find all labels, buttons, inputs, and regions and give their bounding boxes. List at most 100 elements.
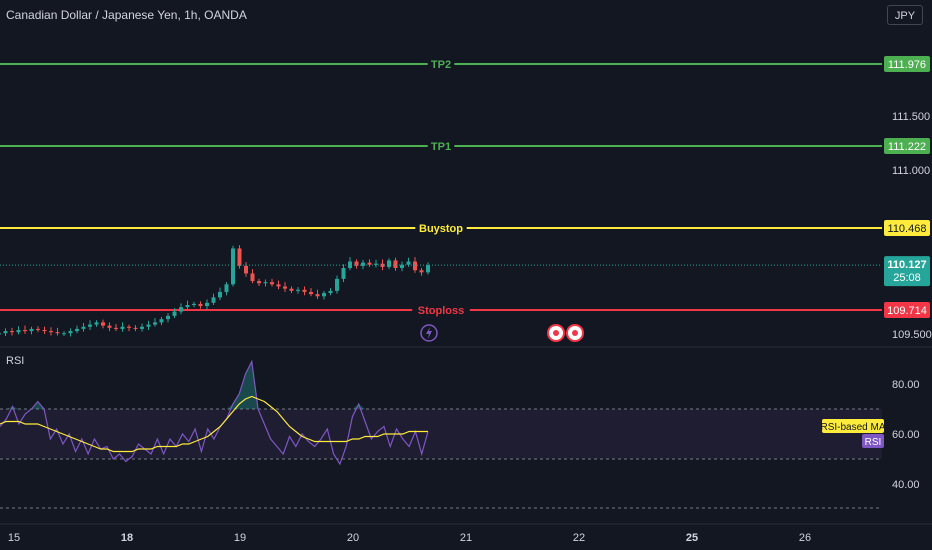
- rsi-panel-title: RSI: [6, 355, 25, 367]
- candle-body: [374, 263, 378, 265]
- rsi-badge: [862, 434, 884, 448]
- candle-body: [426, 265, 430, 273]
- level-label-tp2: TP2: [431, 59, 451, 71]
- level-label-buystop: Buystop: [419, 223, 463, 235]
- candle-body: [224, 284, 229, 292]
- candle-body: [153, 322, 157, 325]
- level-price-label: 110.468: [888, 223, 927, 235]
- rsi-label: RSI: [865, 437, 882, 448]
- x-axis-label: 26: [799, 532, 811, 544]
- candle-body: [289, 288, 294, 291]
- x-axis-label: 22: [573, 532, 585, 544]
- x-axis-label: 19: [234, 532, 246, 544]
- currency-button[interactable]: JPY: [887, 5, 923, 25]
- candle-body: [315, 294, 320, 297]
- candle-body: [62, 333, 66, 335]
- lightning-event-icon[interactable]: [420, 324, 438, 342]
- candle-body: [406, 261, 411, 265]
- rsi-ma-line: [0, 395, 428, 453]
- candle-body: [198, 303, 203, 307]
- candle-body: [146, 324, 151, 327]
- candle-body: [159, 319, 164, 323]
- event-dot-icon: [553, 330, 559, 336]
- candle-body: [387, 260, 391, 267]
- candle-body: [16, 330, 21, 333]
- candle-body: [328, 290, 333, 294]
- x-axis-label: 15: [8, 532, 20, 544]
- rsi-line: [0, 359, 429, 466]
- candle-body: [23, 330, 27, 332]
- candle-body: [237, 248, 242, 266]
- candle-body: [380, 263, 385, 267]
- level-price-badge: [884, 302, 930, 318]
- level-price-label: 111.222: [888, 141, 926, 153]
- level-label-stoploss: Stoploss: [418, 305, 464, 317]
- candle-body: [192, 303, 196, 305]
- rsi-axis-tick: 80.00: [892, 379, 920, 391]
- candle-body: [361, 262, 365, 266]
- level-price-badge: [884, 56, 930, 72]
- level-label-bg: [427, 57, 455, 71]
- current-price-badge: [884, 256, 930, 287]
- x-axis-label: 18: [121, 532, 133, 544]
- candle-body: [257, 281, 261, 284]
- level-label-tp1: TP1: [431, 141, 451, 153]
- level-label-bg: [412, 303, 470, 317]
- symbol-title: Canadian Dollar / Japanese Yen, 1h, OAND…: [6, 8, 247, 22]
- candle-body: [413, 261, 417, 271]
- rsi-axis-tick: 60.00: [892, 429, 920, 441]
- candle-body: [309, 291, 313, 295]
- price-axis-tick: 111.000: [892, 165, 930, 177]
- candle-body: [218, 291, 222, 298]
- level-label-bg: [427, 139, 455, 153]
- rsi-axis-tick: 40.00: [892, 479, 920, 491]
- candle-body: [36, 328, 40, 331]
- candle-body: [3, 331, 8, 334]
- candle-body: [140, 326, 144, 329]
- level-price-label: 111.976: [888, 59, 926, 71]
- candle-body: [133, 327, 138, 329]
- rsi-ma-badge: [822, 419, 884, 433]
- candle-body: [42, 330, 47, 332]
- candle-body: [250, 273, 255, 282]
- candle-body: [322, 293, 326, 297]
- candle-body: [75, 328, 79, 332]
- rsi-ma-label: RSI-based MA: [820, 422, 885, 433]
- candle-body: [29, 328, 34, 332]
- lightning-icon: [426, 327, 432, 339]
- candle-body: [114, 327, 118, 329]
- candle-body: [81, 326, 86, 329]
- candle-body: [302, 289, 307, 292]
- candle-body: [101, 322, 105, 326]
- candle-body: [231, 248, 235, 285]
- current-price-label: 110.127: [887, 259, 926, 271]
- level-price-label: 109.714: [887, 305, 927, 317]
- candle-body: [127, 326, 131, 328]
- candle-body: [276, 284, 281, 287]
- candle-body: [335, 278, 339, 291]
- candle-body: [55, 332, 60, 334]
- candle-body: [179, 307, 183, 312]
- x-axis-label: 21: [460, 532, 472, 544]
- candle-body: [185, 304, 190, 308]
- level-price-badge: [884, 220, 930, 236]
- x-axis-label: 20: [347, 532, 359, 544]
- candle-body: [0, 333, 1, 335]
- candle-body: [10, 331, 14, 333]
- candle-body: [107, 325, 112, 328]
- event-dot-icon: [572, 330, 578, 336]
- candle-body: [419, 270, 424, 273]
- price-axis-tick: 111.500: [892, 111, 930, 123]
- candle-body: [400, 264, 404, 269]
- candle-body: [205, 302, 209, 307]
- candle-body: [270, 282, 274, 285]
- level-label-bg: [415, 221, 467, 235]
- candle-body: [244, 265, 248, 274]
- price-axis-tick: 109.500: [892, 329, 932, 341]
- level-price-badge: [884, 138, 930, 154]
- candle-body: [354, 261, 359, 266]
- candle-body: [367, 262, 372, 265]
- candle-body: [94, 322, 99, 325]
